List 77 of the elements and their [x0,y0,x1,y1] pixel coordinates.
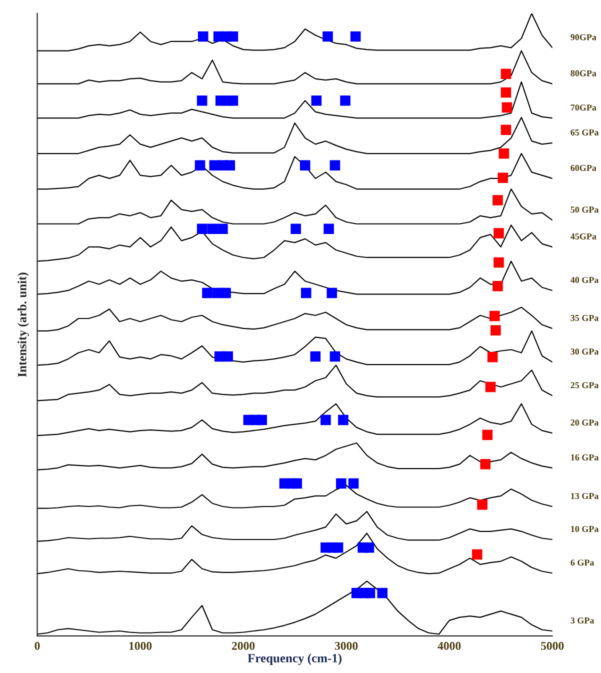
text: 6 GPa [570,560,594,566]
point [324,224,334,234]
point [300,160,310,171]
text: 25 GPa [570,382,599,388]
point [310,351,321,362]
point [326,288,338,298]
point [485,382,496,392]
point [198,31,208,42]
point [256,414,267,426]
point [320,414,331,426]
x-tick-label: 4000 [438,642,461,650]
point [500,68,512,79]
text: 30 GPa [570,348,599,355]
point [477,499,488,510]
text: 45GPa [570,233,596,240]
point [364,542,374,553]
point [350,31,361,42]
point [348,478,359,489]
point [502,102,512,113]
text: 40 GPa [570,276,599,284]
point [222,351,233,362]
point [202,288,212,298]
point [489,310,500,322]
text: 50 GPa [570,206,599,213]
point [224,160,236,171]
x-tick-label: 5000 [540,642,564,650]
point [500,124,512,136]
text: 16 GPa [571,454,599,460]
point [340,95,350,106]
point [498,148,510,159]
point [492,280,503,292]
point [364,588,376,598]
text: 3 GPa [570,617,594,624]
point [218,224,228,234]
point [196,95,208,106]
text: 13 GPa [571,492,599,500]
point [228,95,238,106]
point [290,224,301,234]
point [330,351,340,362]
point [228,31,238,42]
point [482,430,493,440]
point [311,95,322,106]
point [292,478,302,489]
point [498,172,508,183]
point [494,257,504,268]
point [220,288,231,298]
text: 80GPa [570,70,596,76]
text: 35 GPa [570,314,599,321]
text: 70GPa [570,104,596,111]
x-tick-label: 2000 [232,642,255,650]
point [322,31,333,42]
text: 10 GPa [571,526,599,532]
point [207,224,218,234]
point [377,588,388,598]
text: 60GPa [570,164,596,171]
x-tick-label: 3000 [334,642,358,650]
text: 90GPa [570,34,596,40]
point [490,325,501,336]
point [336,478,346,489]
point [487,352,498,362]
point [300,288,312,298]
point [338,414,348,426]
point [492,195,503,206]
y-axis-title: Intensity (arb. unit) [18,272,29,377]
point [332,542,344,553]
x-tick-label: 1000 [129,642,152,650]
point [196,224,208,234]
point [500,87,512,98]
point [194,160,206,171]
text: 20 GPa [570,419,599,426]
point [494,228,504,238]
point [330,160,340,171]
point [480,459,491,470]
text: 65 GPa [570,129,599,136]
point [472,549,482,560]
x-axis-title: Frequency (cm-1) [248,654,342,666]
x-tick-label: 0 [34,642,40,650]
